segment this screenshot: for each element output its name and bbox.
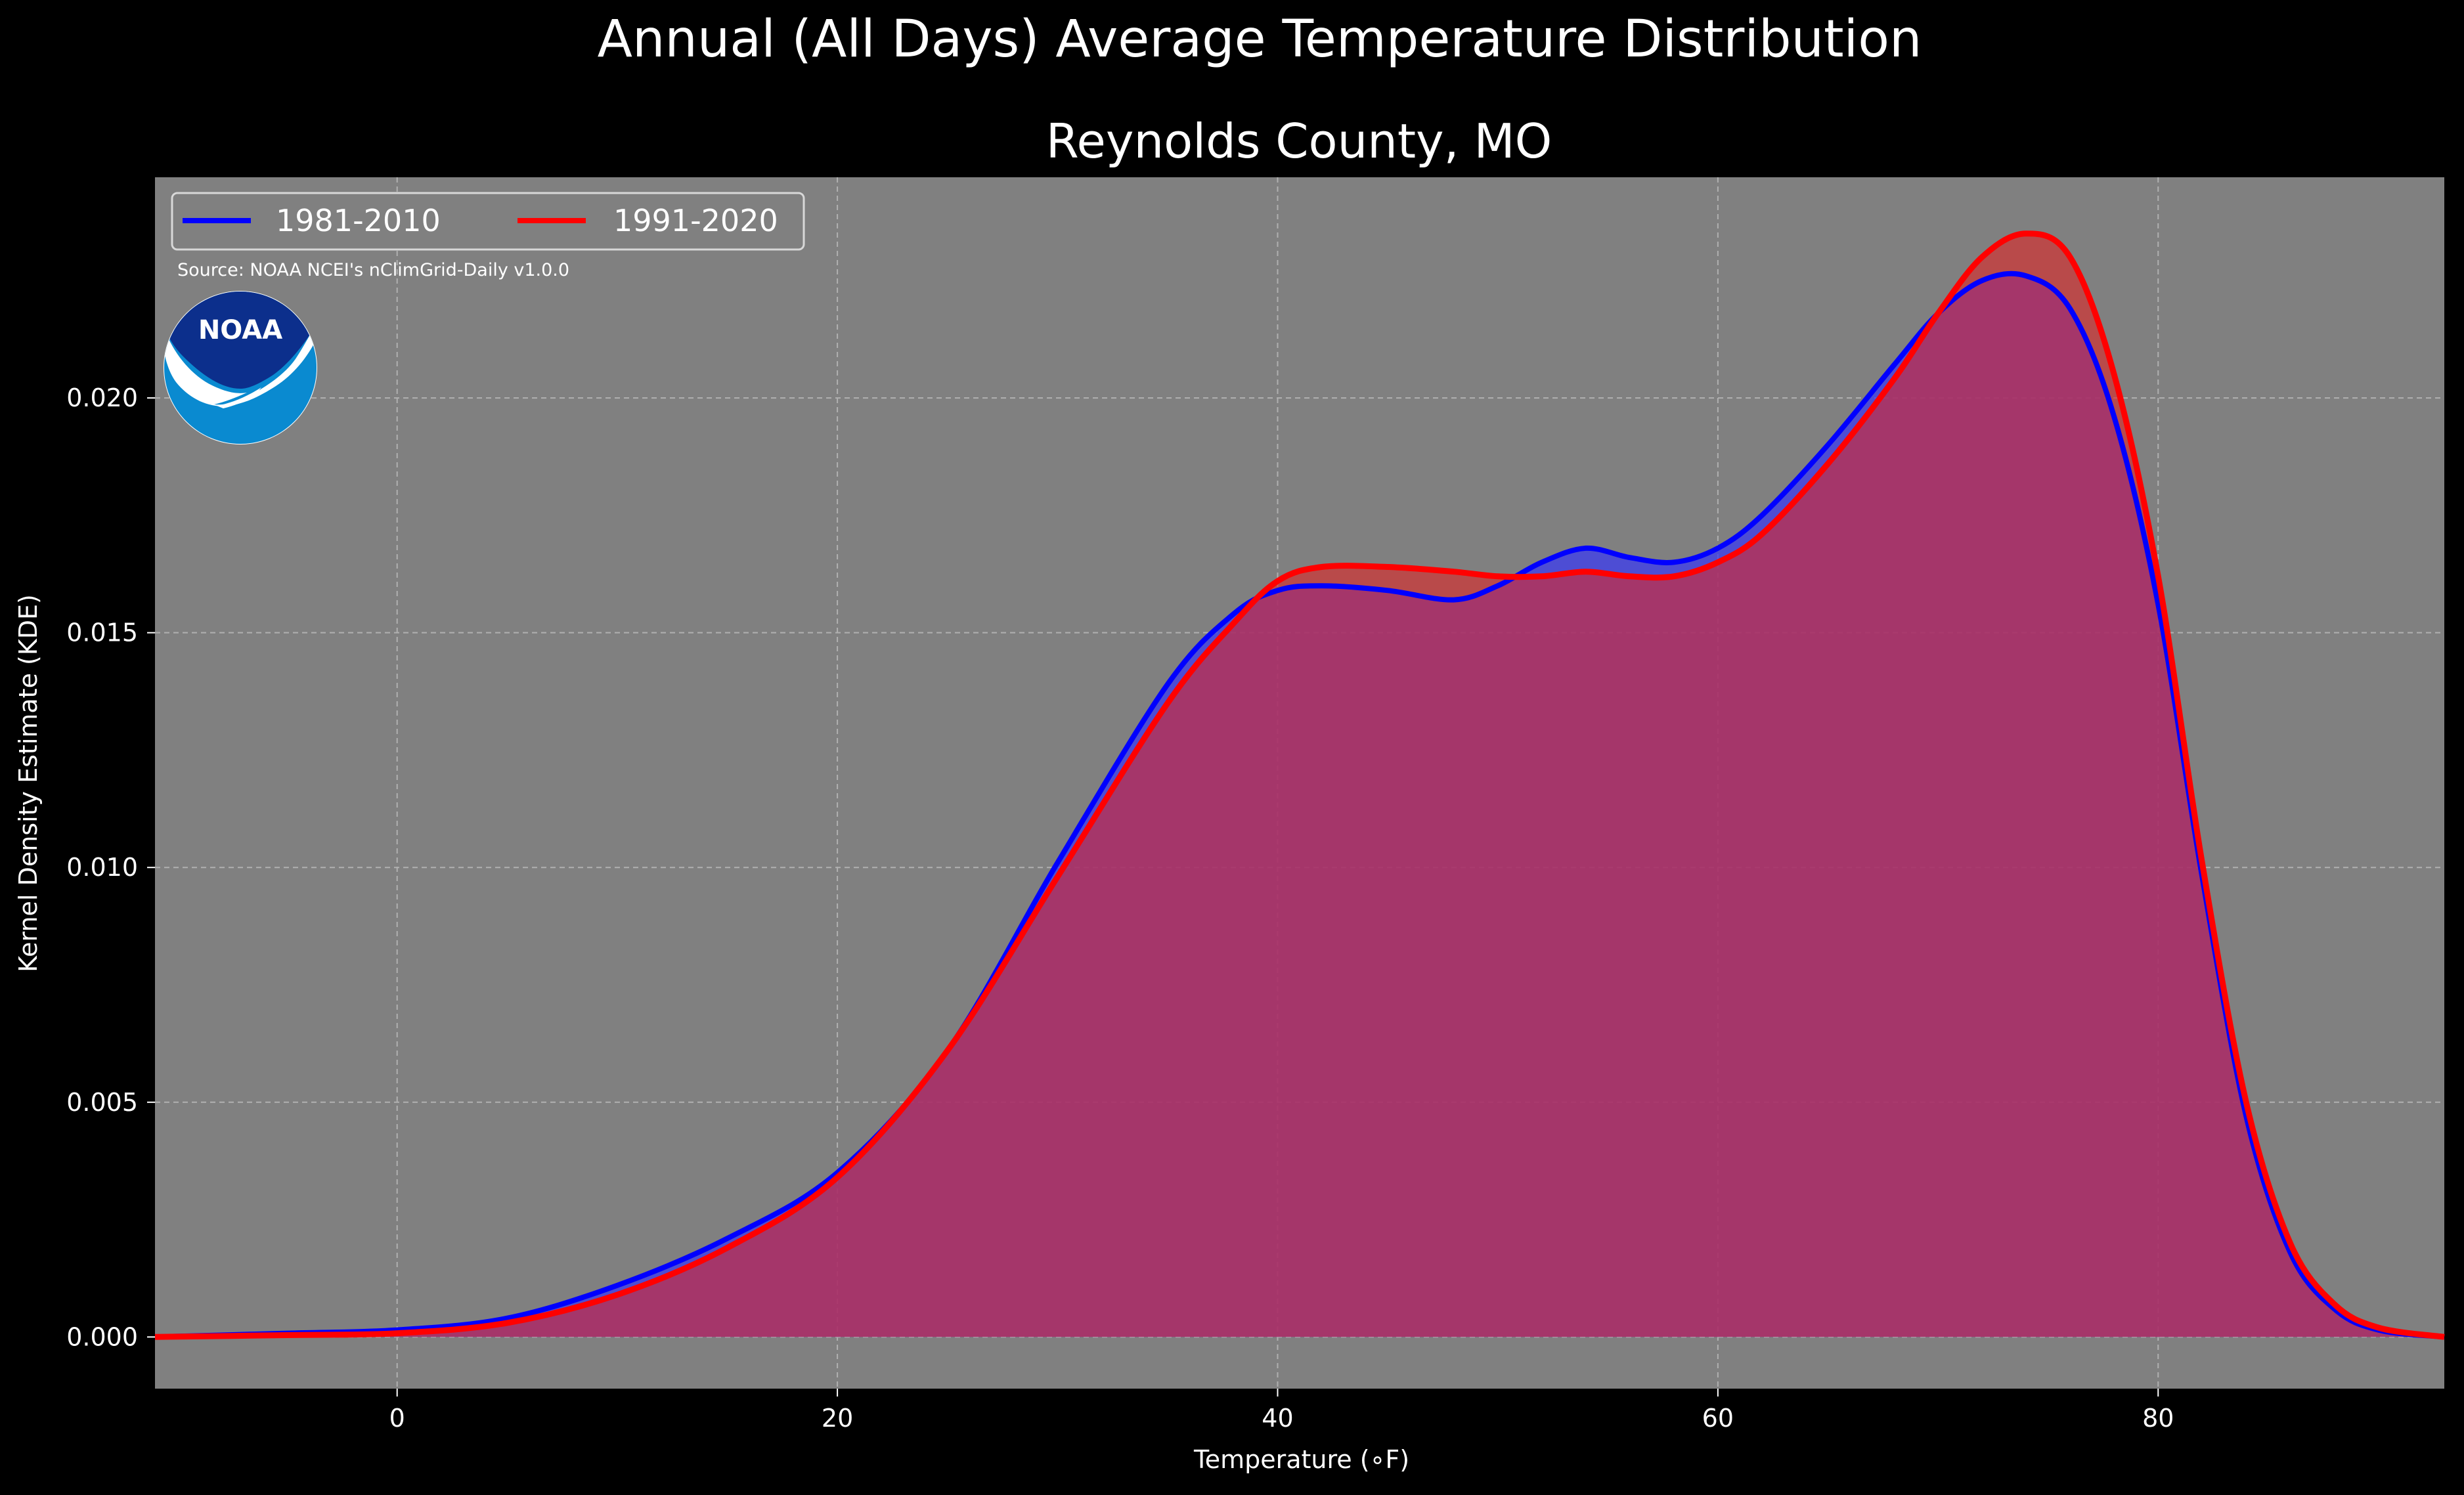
y-tick-label: 0.010 [66,853,138,882]
x-tick-label: 80 [2142,1404,2174,1433]
y-tick-label: 0.000 [66,1322,138,1351]
series-line-1991-2020 [154,230,2445,1340]
x-tick-label: 60 [1702,1404,1734,1433]
area-fill-1991-2020 [155,233,2444,1337]
x-axis-label: Temperature (∘F) [1193,1445,1409,1474]
legend-label-1981-2010: 1981-2010 [276,203,441,238]
x-tick-label: 40 [1262,1404,1293,1433]
y-tick-label: 0.015 [66,618,138,647]
legend: 1981-2010 1991-2020 [171,192,805,251]
x-tick-label: 0 [389,1404,405,1433]
legend-label-1991-2020: 1991-2020 [613,203,778,238]
density-fills [155,233,2444,1337]
legend-frame [171,192,805,251]
noaa-logo: NOAA [163,290,318,445]
chart-suptitle: Annual (All Days) Average Temperature Di… [598,10,1922,69]
source-note: Source: NOAA NCEI's nClimGrid-Daily v1.0… [177,260,569,280]
y-axis-label: Kernel Density Estimate (KDE) [14,594,43,972]
density-lines [154,230,2445,1340]
axes: 0 20 40 60 80 0.000 0.005 0.010 0.015 0.020 [66,383,2174,1433]
y-tick-label: 0.020 [66,383,138,412]
x-tick-label: 20 [822,1404,853,1433]
y-tick-label: 0.005 [66,1088,138,1117]
chart-title: Reynolds County, MO [1046,114,1552,169]
svg-text:NOAA: NOAA [198,315,282,345]
